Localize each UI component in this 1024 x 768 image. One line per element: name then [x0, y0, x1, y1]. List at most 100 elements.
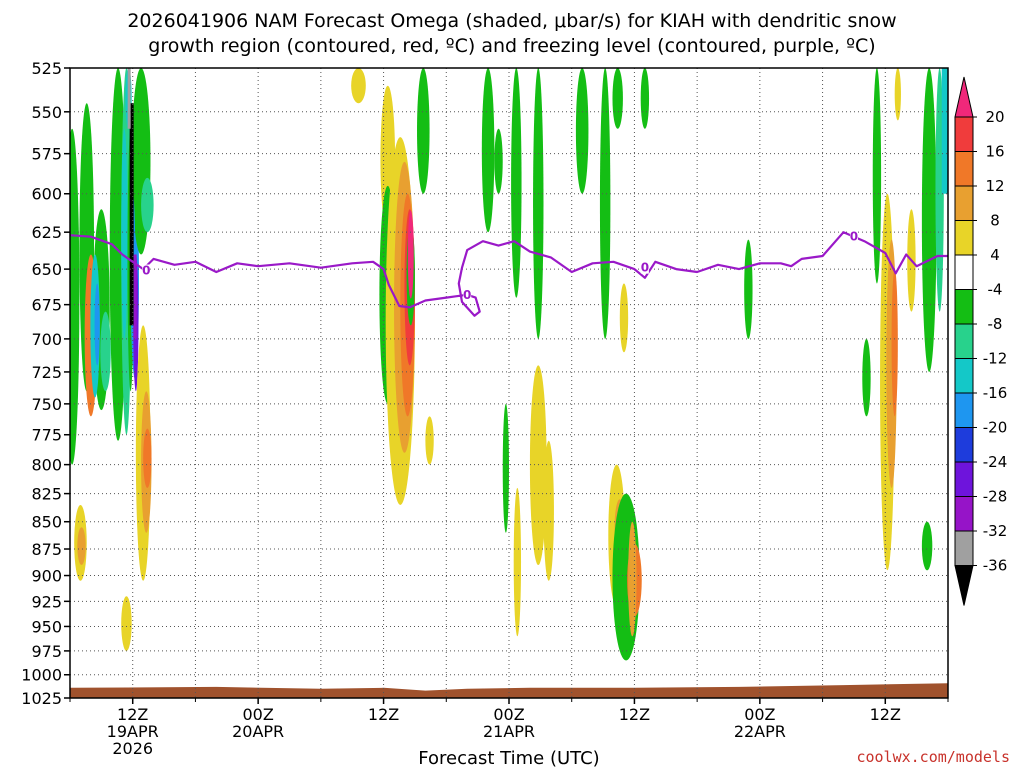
x-tick-label: 00Z — [242, 705, 273, 724]
y-tick-label: 600 — [31, 185, 62, 204]
freezing-level-label: 0 — [142, 264, 150, 278]
x-tick-label: 22APR — [734, 722, 786, 741]
y-tick-label: 725 — [31, 363, 62, 382]
freezing-level-label: 0 — [463, 288, 471, 302]
omega-shade-cell — [514, 145, 521, 233]
omega-shade-cell — [407, 210, 414, 299]
x-tick-label: 2026 — [112, 739, 153, 758]
omega-shade-cell — [127, 68, 131, 129]
colorbar-label: -20 — [983, 419, 1008, 437]
omega-shading-layer — [70, 68, 948, 661]
omega-shade-cell — [425, 416, 434, 465]
omega-strong-column — [129, 103, 134, 326]
omega-shade-cell — [100, 311, 111, 392]
credit-text: coolwx.com/models — [856, 748, 1010, 766]
y-tick-label: 1025 — [21, 689, 62, 708]
colorbar-swatch — [954, 289, 974, 325]
plot-area: 0 0 0 0 — [70, 68, 948, 698]
colorbar-swatch — [954, 358, 974, 394]
omega-shade-cell — [351, 68, 366, 104]
colorbar-label: -16 — [983, 384, 1008, 402]
y-tick-label: 625 — [31, 223, 62, 242]
omega-shade-cell — [70, 128, 80, 465]
surface-ground — [70, 683, 948, 698]
y-tick-label: 525 — [31, 59, 62, 78]
colorbar-swatch — [954, 185, 974, 221]
chart-title-line2: growth region (contoured, red, ºC) and f… — [148, 35, 875, 57]
omega-shade-cell — [94, 283, 100, 366]
y-tick-label: 650 — [31, 260, 62, 279]
x-tick-label: 12Z — [368, 705, 399, 724]
y-tick-label: 550 — [31, 103, 62, 122]
x-tick-label: 19APR — [107, 722, 159, 741]
y-tick-label: 1000 — [21, 666, 62, 685]
omega-shade-cell — [872, 68, 882, 284]
colorbar-label: 12 — [985, 177, 1004, 195]
colorbar-label: -28 — [983, 488, 1008, 506]
freezing-level-line — [70, 231, 948, 317]
colorbar-swatch — [954, 151, 974, 187]
colorbar-label: -32 — [983, 522, 1008, 540]
colorbar-label: 8 — [990, 212, 1000, 230]
freezing-level-contour: 0 0 0 0 — [70, 230, 948, 317]
grid-layer — [70, 68, 948, 698]
colorbar-label: 16 — [985, 143, 1004, 161]
colorbar-swatch — [954, 323, 974, 359]
omega-shade-cell — [133, 254, 137, 339]
colorbar: 20 16 12 8 4 -4 -8 -12 -16 -20 -24 -28 -32 -36 — [954, 76, 1008, 606]
y-tick-label: 575 — [31, 145, 62, 164]
y-tick-label: 850 — [31, 513, 62, 532]
y-tick-label: 925 — [31, 592, 62, 611]
colorbar-swatch — [954, 392, 974, 428]
colorbar-swatch — [954, 220, 974, 256]
x-tick-label: 21APR — [483, 722, 535, 741]
colorbar-label: -12 — [983, 350, 1008, 368]
omega-shade-cell — [494, 128, 503, 194]
y-axis-ticks: 525 550 575 600 625 650 675 700 725 750 775 800 825 8… — [21, 59, 70, 708]
y-tick-label: 875 — [31, 540, 62, 559]
omega-shade-cell — [894, 68, 901, 121]
colorbar-swatch — [954, 530, 974, 566]
x-tick-label: 12Z — [619, 705, 650, 724]
colorbar-label: -36 — [983, 557, 1008, 575]
freezing-level-label: 0 — [641, 261, 649, 275]
colorbar-bottom-triangle — [954, 565, 974, 606]
omega-shade-cell — [575, 68, 589, 194]
freezing-level-label: 0 — [850, 230, 858, 244]
y-tick-label: 700 — [31, 330, 62, 349]
y-tick-label: 775 — [31, 426, 62, 445]
x-tick-label: 12Z — [870, 705, 901, 724]
colorbar-label: -8 — [988, 315, 1003, 333]
colorbar-label: 20 — [985, 108, 1004, 126]
y-tick-label: 950 — [31, 617, 62, 636]
y-tick-label: 825 — [31, 485, 62, 504]
omega-shade-cell — [121, 596, 132, 651]
omega-shade-cell — [941, 68, 948, 194]
chart-title-line1: 2026041906 NAM Forecast Omega (shaded, μ… — [127, 10, 896, 32]
omega-shade-cell — [628, 521, 637, 637]
x-tick-label: 00Z — [744, 705, 775, 724]
x-tick-label: 12Z — [117, 705, 148, 724]
omega-shade-cell — [513, 487, 522, 637]
omega-shade-cell — [143, 428, 152, 488]
omega-shade-cell — [543, 440, 554, 581]
omega-shade-cell — [921, 68, 937, 372]
colorbar-swatch — [954, 496, 974, 532]
x-axis-label: Forecast Time (UTC) — [418, 748, 599, 768]
surface-layer — [70, 683, 948, 698]
omega-shade-cell — [417, 68, 430, 194]
omega-shade-cell — [121, 128, 128, 339]
omega-shade-cell — [612, 68, 623, 129]
omega-shade-cell — [502, 403, 509, 533]
omega-shade-cell — [77, 527, 86, 566]
omega-shade-cell — [891, 269, 898, 417]
omega-shade-cell — [481, 68, 495, 233]
colorbar-swatch — [954, 254, 974, 290]
omega-shade-cell — [862, 338, 871, 417]
x-tick-label: 00Z — [493, 705, 524, 724]
omega-shade-cell — [599, 68, 611, 339]
omega-shade-cell — [141, 177, 154, 233]
y-tick-label: 975 — [31, 642, 62, 661]
